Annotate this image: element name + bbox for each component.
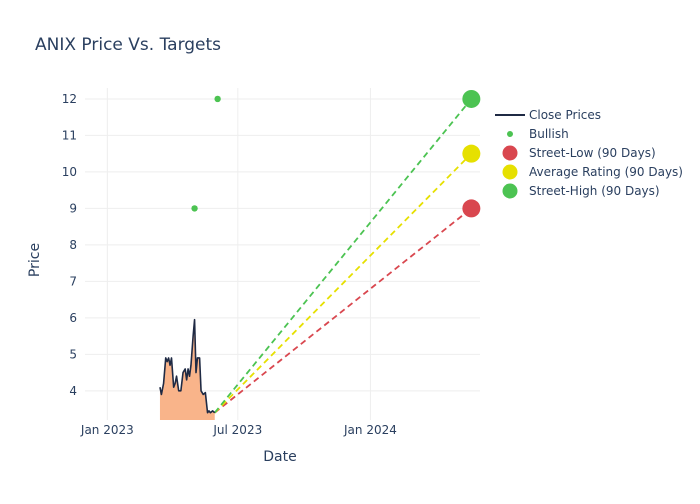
y-tick-label: 7 — [69, 274, 77, 288]
y-axis-title: Price — [27, 243, 43, 277]
markers — [191, 89, 481, 218]
legend-marker-swatch — [502, 183, 518, 199]
axes: 4 5 6 7 8 9 10 11 12 Jan 2023 Jul 2023 Jan 2024 — [62, 92, 397, 437]
street-high-target-line — [214, 98, 473, 414]
legend-item-label: Close Prices — [529, 108, 601, 122]
y-tick-label: 4 — [69, 384, 77, 398]
y-tick-label: 5 — [69, 347, 77, 361]
x-tick-label: Jul 2023 — [212, 423, 262, 437]
legend-item-label: Bullish — [529, 127, 569, 141]
close-price-line — [159, 318, 216, 414]
y-tick-label: 11 — [62, 128, 77, 142]
legend-item-label: Street-High (90 Days) — [529, 184, 660, 198]
x-tick-label: Jan 2024 — [343, 423, 397, 437]
bullish-point — [214, 95, 221, 103]
x-tick-label: Jan 2023 — [80, 423, 134, 437]
y-tick-label: 6 — [69, 311, 77, 325]
bullish-point — [191, 205, 198, 212]
street-low-target-marker — [462, 199, 481, 218]
average-target-marker — [462, 144, 481, 163]
street-low-target-line — [214, 207, 472, 414]
y-tick-label: 9 — [69, 201, 77, 215]
grid — [85, 88, 480, 420]
chart-title: ANIX Price Vs. Targets — [35, 35, 221, 55]
close-price-series — [159, 318, 216, 414]
x-axis-title: Date — [263, 449, 296, 465]
street-high-target-marker — [462, 89, 481, 108]
legend: Close Prices Bullish Street-Low (90 Days) A… — [495, 108, 683, 199]
legend-dot-swatch — [507, 131, 513, 137]
y-tick-label: 8 — [69, 238, 77, 252]
price-area — [159, 319, 215, 420]
legend-item-label: Average Rating (90 Days) — [529, 165, 683, 179]
legend-marker-swatch — [502, 145, 518, 161]
average-target-line — [214, 153, 472, 414]
y-tick-label: 10 — [62, 165, 77, 179]
y-tick-label: 12 — [62, 92, 77, 106]
close-price-area — [159, 319, 215, 420]
target-lines — [214, 98, 473, 414]
legend-marker-swatch — [502, 164, 518, 180]
legend-item-label: Street-Low (90 Days) — [529, 146, 656, 160]
